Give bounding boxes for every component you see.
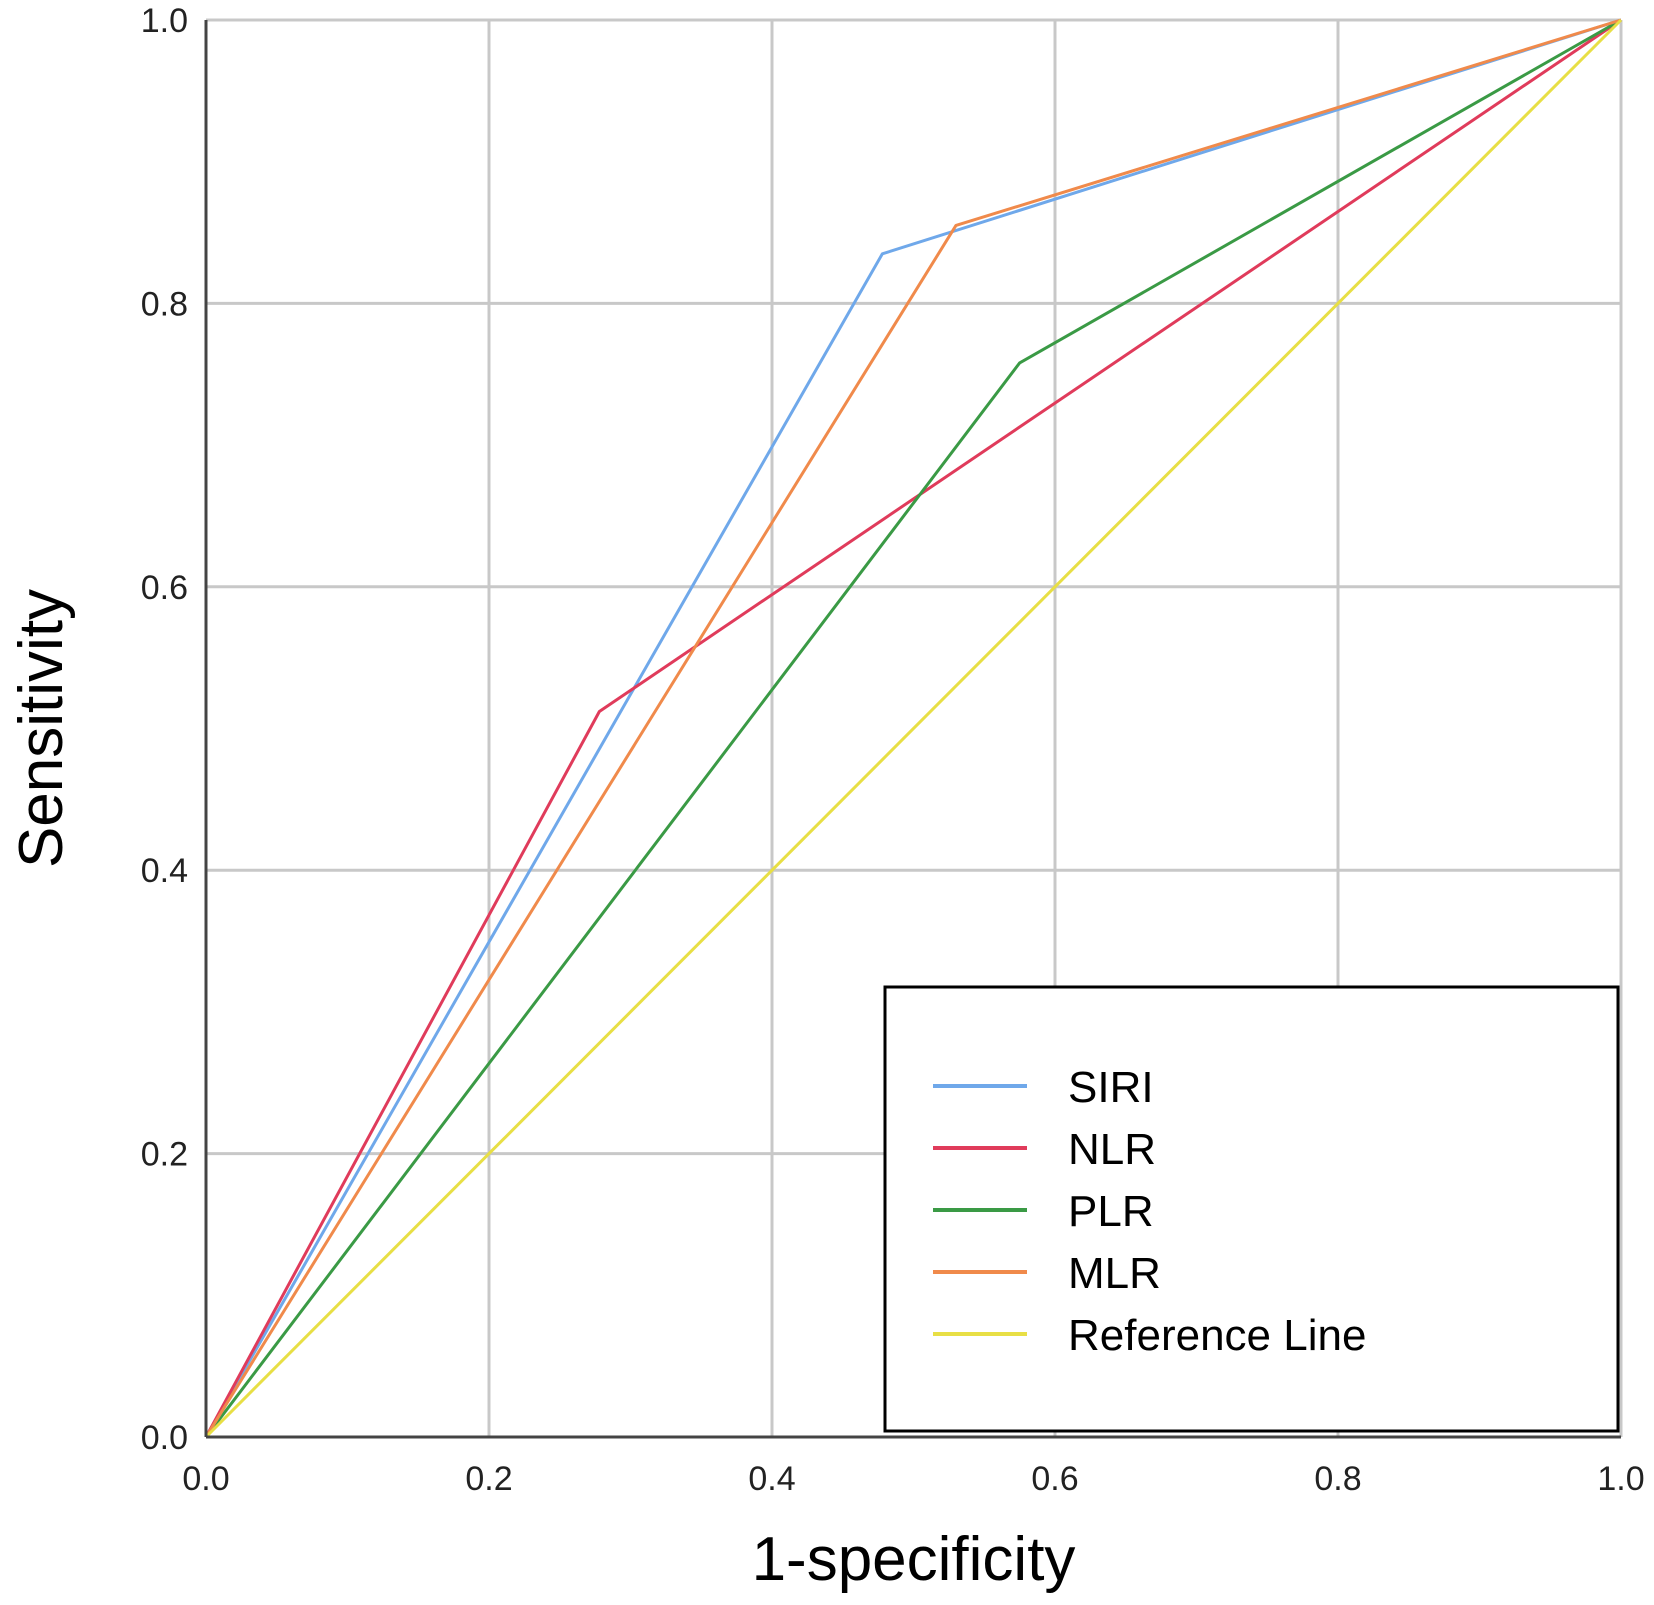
legend-label-reference-line: Reference Line — [1068, 1311, 1366, 1360]
y-tick-label-5: 1.0 — [141, 2, 188, 40]
grid — [204, 18, 1623, 1439]
y-tick-label-2: 0.4 — [141, 852, 188, 890]
series-line-nlr — [204, 18, 1622, 1438]
series-line-siri — [204, 18, 1622, 1438]
x-tick-label-2: 0.4 — [748, 1460, 795, 1498]
legend-label-siri: SIRI — [1068, 1063, 1154, 1112]
legend: SIRI NLR PLR MLR Reference Line — [883, 985, 1620, 1433]
series-line-mlr — [204, 18, 1622, 1438]
series-line-reference-line — [204, 18, 1623, 1439]
y-tick-label-3: 0.6 — [141, 569, 188, 607]
legend-label-plr: PLR — [1068, 1187, 1154, 1236]
legend-label-mlr: MLR — [1068, 1249, 1161, 1298]
x-tick-label-4: 0.8 — [1314, 1460, 1361, 1498]
x-tick-label-0: 0.0 — [182, 1460, 229, 1498]
x-tick-label-3: 0.6 — [1031, 1460, 1078, 1498]
x-tick-label-5: 1.0 — [1597, 1460, 1644, 1498]
y-axis-title: Sensitivity — [7, 589, 76, 868]
y-tick-label-1: 0.2 — [141, 1136, 188, 1174]
legend-label-nlr: NLR — [1068, 1125, 1156, 1174]
series-line-plr — [204, 18, 1622, 1438]
y-tick-label-4: 0.8 — [141, 285, 188, 323]
y-tick-label-0: 0.0 — [141, 1419, 188, 1457]
axes: 0.0 0.2 0.4 0.6 0.8 1.0 0.0 0.2 0.4 0.6 0.8 1.0 — [141, 2, 1645, 1498]
x-tick-label-1: 0.2 — [465, 1460, 512, 1498]
x-axis-title: 1-specificity — [752, 1525, 1076, 1594]
series-lines — [204, 18, 1623, 1439]
